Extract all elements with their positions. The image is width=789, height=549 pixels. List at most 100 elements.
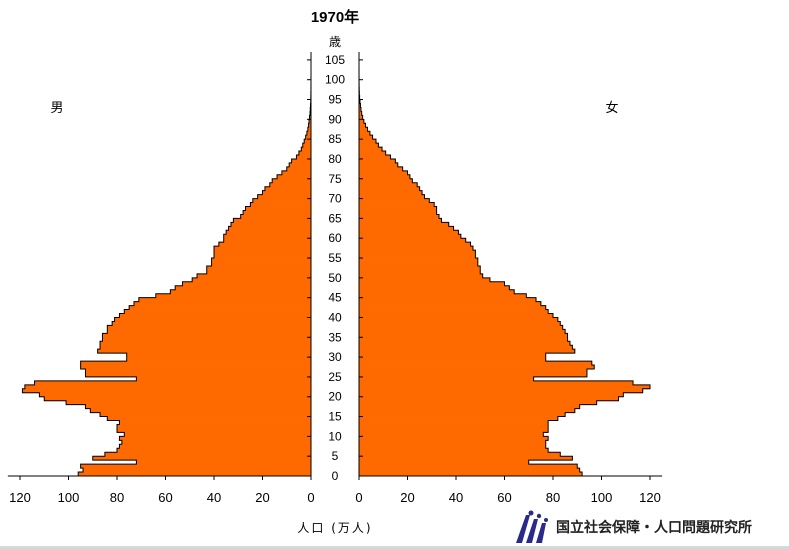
male-bar-age-55: [214, 254, 311, 259]
male-x-axis-tick-label: 80: [110, 490, 124, 505]
age-tick-label: 80: [328, 152, 342, 166]
male-bar-age-63: [230, 222, 311, 227]
female-bar-age-38: [359, 321, 561, 326]
male-bar-age-40: [119, 313, 311, 318]
male-bar-age-39: [114, 317, 311, 322]
age-unit-label: 歳: [329, 35, 341, 49]
male-bar-age-87: [307, 127, 311, 132]
male-bar-age-8: [121, 440, 311, 445]
female-bar-age-84: [359, 139, 376, 144]
female-bar-age-52: [359, 265, 481, 271]
male-bar-age-23: [34, 380, 312, 386]
male-x-axis-tick-label: 120: [9, 490, 31, 505]
age-tick-label: 75: [328, 172, 342, 186]
male-bar-age-48: [182, 281, 311, 287]
institute-name: 国立社会保障・人口問題研究所: [556, 520, 752, 536]
chart-title: 1970年: [311, 8, 359, 26]
male-bar-age-36: [107, 329, 311, 334]
female-bar-age-34: [359, 337, 568, 342]
male-bar-age-30: [126, 353, 311, 358]
female-bar-age-48: [359, 281, 505, 287]
female-bar-age-23: [359, 380, 634, 386]
female-x-axis-tick-label: 80: [546, 490, 560, 505]
female-bar-age-45: [359, 293, 527, 299]
male-bar-age-13: [119, 420, 311, 425]
female-bar-age-5: [359, 452, 561, 457]
male-bar-age-44: [138, 297, 311, 303]
male-bar-age-69: [252, 198, 311, 203]
male-bar-age-37: [107, 325, 311, 330]
male-bar-age-5: [104, 452, 311, 457]
female-label: 女: [605, 100, 618, 116]
male-bar-age-29: [126, 357, 311, 362]
female-bar-age-35: [359, 333, 568, 338]
male-bar-age-32: [100, 345, 312, 350]
male-bar-age-15: [100, 412, 312, 417]
male-bar-age-88: [308, 123, 311, 128]
male-bar-age-80: [296, 154, 311, 160]
male-bar-age-66: [243, 210, 311, 215]
male-bar-age-60: [223, 234, 311, 239]
female-bar-age-4: [359, 456, 573, 461]
female-x-axis-tick-label: 60: [497, 490, 511, 505]
male-bar-age-20: [39, 392, 312, 398]
female-x-axis-tick-label: 20: [400, 490, 414, 505]
male-bar-age-45: [155, 293, 311, 299]
female-bar-age-60: [359, 234, 461, 239]
female-bar-age-14: [359, 416, 558, 421]
female-bar-age-2: [359, 464, 578, 469]
female-x-axis-tick-label: 120: [639, 490, 661, 505]
male-x-axis-tick-label: 40: [207, 490, 221, 505]
female-bar-age-17: [359, 404, 580, 410]
female-bar-age-44: [359, 297, 537, 303]
male-bar-age-10: [124, 432, 312, 437]
male-bar-age-27: [80, 365, 311, 370]
female-bar-age-41: [359, 309, 549, 314]
female-bar-age-63: [359, 222, 449, 227]
female-bar-age-20: [359, 392, 624, 398]
male-bar-age-19: [44, 396, 311, 402]
male-bar-age-9: [119, 436, 311, 441]
male-bar-age-86: [306, 131, 311, 136]
male-bar-age-90: [309, 115, 311, 120]
age-tick-label: 95: [328, 93, 342, 107]
female-bar-age-70: [359, 194, 425, 199]
male-bar-age-43: [133, 301, 311, 306]
x-axis-label: 人口 (万人): [297, 521, 372, 535]
female-bar-age-78: [359, 162, 398, 168]
female-bar-age-43: [359, 301, 541, 306]
female-bar-age-71: [359, 190, 423, 196]
female-bar-age-58: [359, 242, 471, 247]
female-bar-age-68: [359, 202, 435, 207]
age-tick-label: 20: [328, 390, 342, 404]
male-bar-age-81: [298, 151, 311, 156]
male-bar-age-83: [302, 143, 311, 148]
male-x-axis-tick-label: 100: [58, 490, 80, 505]
female-bar-age-82: [359, 147, 383, 152]
male-bar-age-59: [223, 238, 311, 243]
female-bar-age-19: [359, 396, 619, 402]
female-bar-age-74: [359, 178, 413, 184]
male-bar-age-7: [119, 444, 311, 449]
female-bar-age-22: [359, 384, 650, 390]
male-bar-age-1: [83, 468, 311, 473]
female-bar-age-27: [359, 365, 595, 370]
age-tick-label: 85: [328, 132, 342, 146]
age-tick-label: 90: [328, 112, 342, 126]
female-bar-age-75: [359, 174, 410, 180]
female-bar-age-31: [359, 349, 575, 354]
female-bar-age-30: [359, 353, 546, 358]
female-bar-age-26: [359, 368, 587, 374]
male-x-axis-tick-label: 60: [158, 490, 172, 505]
male-bar-age-42: [129, 305, 311, 310]
male-bar-age-18: [66, 400, 311, 406]
female-bar-age-33: [359, 341, 570, 346]
female-bar-age-85: [359, 135, 373, 140]
age-tick-label: 70: [328, 192, 342, 206]
female-bar-age-36: [359, 329, 566, 334]
male-bar-age-17: [85, 404, 311, 410]
male-bar-age-12: [117, 424, 311, 429]
male-bar-age-53: [211, 261, 311, 267]
age-tick-label: 60: [328, 231, 342, 245]
female-bar-age-51: [359, 269, 481, 275]
